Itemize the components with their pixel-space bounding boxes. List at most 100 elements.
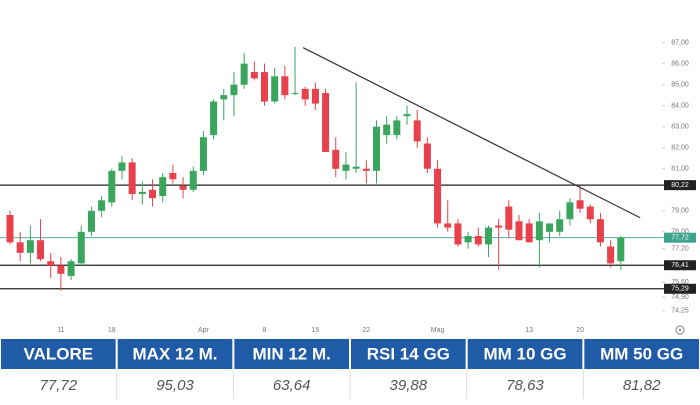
candle-body: [301, 88, 309, 100]
candle-body: [342, 164, 350, 171]
candle-body: [423, 143, 431, 169]
y-tick-label: 75,60: [671, 279, 689, 286]
level-label: 75,29: [671, 286, 689, 293]
candle-body: [87, 210, 95, 232]
candle-body: [149, 189, 157, 199]
candle-body: [617, 237, 625, 262]
x-tick-label: Mag: [431, 327, 445, 334]
candle-body: [505, 206, 513, 230]
candle-body: [189, 170, 197, 190]
candle-body: [159, 177, 167, 197]
candle-body: [403, 114, 411, 117]
table-header: VALORE: [24, 344, 94, 363]
candle-body: [77, 231, 85, 264]
candle-body: [6, 214, 14, 243]
candle-body: [210, 101, 218, 136]
table-header: RSI 14 GG: [367, 344, 450, 363]
candle-body: [322, 93, 330, 152]
candle-body: [261, 72, 268, 102]
y-tick-label: 85,00: [671, 82, 689, 89]
table-header: MM 50 GG: [600, 344, 683, 363]
candle-body: [332, 149, 340, 169]
y-tick-label: 87,00: [671, 39, 689, 46]
candle-body: [199, 137, 207, 171]
table-value: 63,64: [273, 377, 311, 394]
candle-body: [37, 240, 45, 260]
table-value: 78,63: [506, 377, 544, 394]
level-label-box: [664, 232, 696, 243]
candle-body: [515, 221, 523, 241]
candle-body: [220, 95, 228, 100]
trend-line: [302, 47, 641, 219]
level-label-box: [664, 260, 696, 271]
x-tick-label: 11: [57, 327, 64, 334]
candle-body: [250, 72, 258, 79]
y-tick-label: 74,25: [671, 307, 689, 314]
candle-body: [586, 206, 594, 220]
candle-body: [535, 221, 543, 241]
table-header: MAX 12 M.: [132, 344, 217, 363]
candle-body: [556, 219, 564, 232]
candle-body: [596, 219, 604, 243]
candle-body: [546, 223, 554, 232]
y-tick-label: 86,00: [671, 60, 689, 67]
candle-body: [128, 162, 136, 194]
candle-body: [566, 202, 574, 220]
candle-body: [26, 240, 34, 253]
candle-body: [118, 162, 126, 171]
table-value: 95,03: [156, 377, 194, 394]
level-label: 77,72: [671, 235, 689, 242]
y-tick-label: 81,00: [671, 166, 689, 173]
candle-body: [138, 191, 146, 194]
candle-body: [444, 223, 452, 228]
candle-body: [169, 172, 177, 180]
table-value: 39,88: [390, 377, 428, 394]
candle-body: [291, 93, 299, 95]
candle-body: [393, 120, 401, 136]
y-tick-label: 78,00: [671, 229, 689, 236]
y-tick-label: 82,00: [671, 145, 689, 152]
x-tick-label: 18: [108, 327, 116, 334]
x-tick-label: Apr: [198, 327, 210, 334]
table-value: 81,82: [623, 377, 661, 394]
x-tick-label: 8: [263, 327, 267, 334]
candle-body: [179, 185, 187, 190]
x-tick-label: 22: [362, 327, 370, 334]
candle-body: [474, 236, 482, 245]
candle-body: [281, 76, 289, 96]
candle-body: [362, 168, 370, 171]
table-header: MM 10 GG: [483, 344, 566, 363]
table-header-cell: [584, 339, 699, 369]
candle-body: [57, 265, 65, 274]
x-tick-label: 15: [312, 327, 320, 334]
candle-body: [67, 261, 75, 276]
candle-body: [607, 246, 615, 264]
candle-body: [372, 126, 380, 171]
table-header-cell: [234, 339, 349, 369]
candle-body: [454, 223, 462, 245]
y-tick-label: 79,00: [671, 208, 689, 215]
candle-body: [434, 168, 442, 224]
candle-body: [16, 242, 24, 253]
candle-body: [240, 63, 248, 85]
candle-body: [383, 124, 391, 136]
y-tick-label: 77,20: [671, 245, 689, 252]
table-header-cell: [467, 339, 583, 369]
candle-body: [230, 84, 238, 96]
table-value: 77,72: [40, 377, 78, 394]
y-tick-label: 83,00: [671, 124, 689, 131]
level-label-box: [664, 283, 696, 294]
y-tick-label: 74,90: [671, 294, 689, 301]
table-header-cell: [351, 339, 466, 369]
candle-body: [47, 261, 55, 266]
table-header-cell: [117, 339, 233, 369]
candle-body: [495, 225, 503, 228]
candle-body: [413, 120, 421, 142]
x-tick-label: 13: [525, 327, 533, 334]
settings-icon[interactable]: [675, 325, 685, 335]
candle-body: [271, 76, 279, 102]
candle-body: [464, 236, 472, 243]
